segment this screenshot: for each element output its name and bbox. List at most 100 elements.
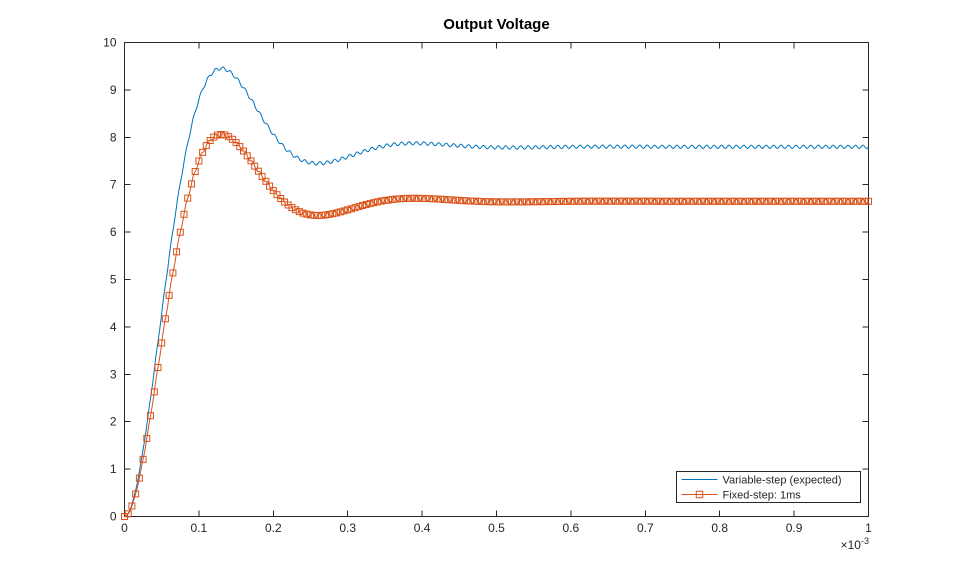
series-marker-square [630,197,638,205]
series-marker-square [522,198,530,206]
series-marker-square [455,196,463,204]
series-marker-square [158,339,166,347]
series-marker-square [333,209,340,217]
y-tick-label: 10 [103,36,117,50]
series-marker-square [314,212,322,219]
series-marker-square [347,205,355,213]
series-marker-square [790,197,798,205]
legend-entry-label: Fixed-step: 1ms [723,490,802,502]
series-marker-square [329,210,337,218]
series-marker-square [697,197,705,205]
series-marker-square [615,197,623,205]
series-marker-square [374,198,381,206]
series-marker-square [355,203,363,211]
series-marker-square [496,198,504,206]
series-marker-square [634,197,642,205]
series-marker-square [485,198,493,206]
series-marker-square [310,211,318,219]
series-marker-square [801,197,809,205]
series-marker-square [128,502,136,510]
series-marker-square [574,197,582,205]
series-marker-square [645,197,653,205]
series-marker-square [507,198,515,206]
series-marker-square [418,194,426,202]
series-marker-square [727,197,735,205]
series-marker-square [180,210,188,218]
series-marker-square [749,197,757,205]
series-marker-square [578,197,586,205]
series-marker-square [214,131,221,139]
series-marker-square [340,207,348,215]
series-marker-square [366,200,374,208]
y-tick-label: 5 [110,273,117,287]
x-tick-label: 0.5 [488,521,505,535]
series-marker-square [768,197,776,205]
series-marker-square [731,197,739,205]
series-marker-square [161,315,169,323]
series-marker-square [336,208,344,216]
series-marker-square [381,197,389,204]
legend[interactable]: Variable-step (expected) Fixed-step: 1ms [676,471,861,503]
series-marker-square [734,197,742,205]
series-marker-square [195,157,203,165]
series-marker-square [362,201,370,208]
x-tick-label: 0.6 [563,521,580,535]
series-marker-square [191,168,199,175]
legend-box[interactable] [676,471,861,503]
y-tick-label: 8 [110,130,117,144]
series-marker-square [835,197,843,205]
series-marker-square [533,198,541,206]
x-tick-label: 0.2 [265,521,282,535]
series-marker-square [143,434,151,442]
series-marker-square [470,197,478,205]
series-marker-square [135,474,143,482]
series-marker-square [708,197,716,205]
series-marker-square [701,197,709,205]
series-marker-square [530,198,538,206]
y-tick-label: 3 [110,367,117,381]
series-marker-square [299,209,307,217]
series-marker-square [753,197,761,205]
series-marker-square [400,195,407,203]
series-marker-square [273,191,281,199]
series-marker-square [850,197,858,205]
series-marker-square [448,196,456,204]
series-marker-square [842,197,850,205]
series-marker-square [407,194,415,202]
series-marker-square [258,172,266,180]
series-marker-square [861,197,869,205]
x-axis-multiplier: ×10-3 [841,536,869,552]
y-tick-labels: 0 1 2 3 4 5 6 7 8 9 10 [103,36,117,524]
series-marker-square [236,143,244,151]
x-tick-labels: 0 0.1 0.2 0.3 0.4 0.5 0.6 0.7 0.8 0.9 1 [121,521,872,535]
x-tick-label: 0.7 [637,521,654,535]
y-tick-label: 6 [110,225,117,239]
series-marker-square [269,187,277,195]
series-marker-square [563,197,571,205]
series-marker-square [519,198,526,206]
series-marker-square [433,195,441,203]
series-marker-square [623,197,631,205]
series-marker-square [794,197,802,205]
series-marker-square [493,198,500,206]
series-marker-square [779,197,787,205]
series-marker-square [571,197,579,205]
series-marker-square [217,131,225,138]
series-marker-square [474,197,482,205]
series-marker-square [414,194,422,202]
series-marker-square [798,197,805,205]
series-marker-square [809,197,817,205]
series-marker-square [359,202,367,209]
y-tick-label: 2 [110,415,117,429]
series-marker-square [783,197,791,205]
series-marker-square [188,180,195,188]
series-marker-square [444,196,452,204]
series-marker-square [824,197,832,205]
series-marker-square [586,197,593,205]
series-marker-square [221,131,229,139]
axes-box [124,42,869,517]
series-marker-square [812,197,820,205]
series-marker-square [511,198,519,206]
series-marker-square [619,197,627,205]
series-marker-square [693,197,701,205]
